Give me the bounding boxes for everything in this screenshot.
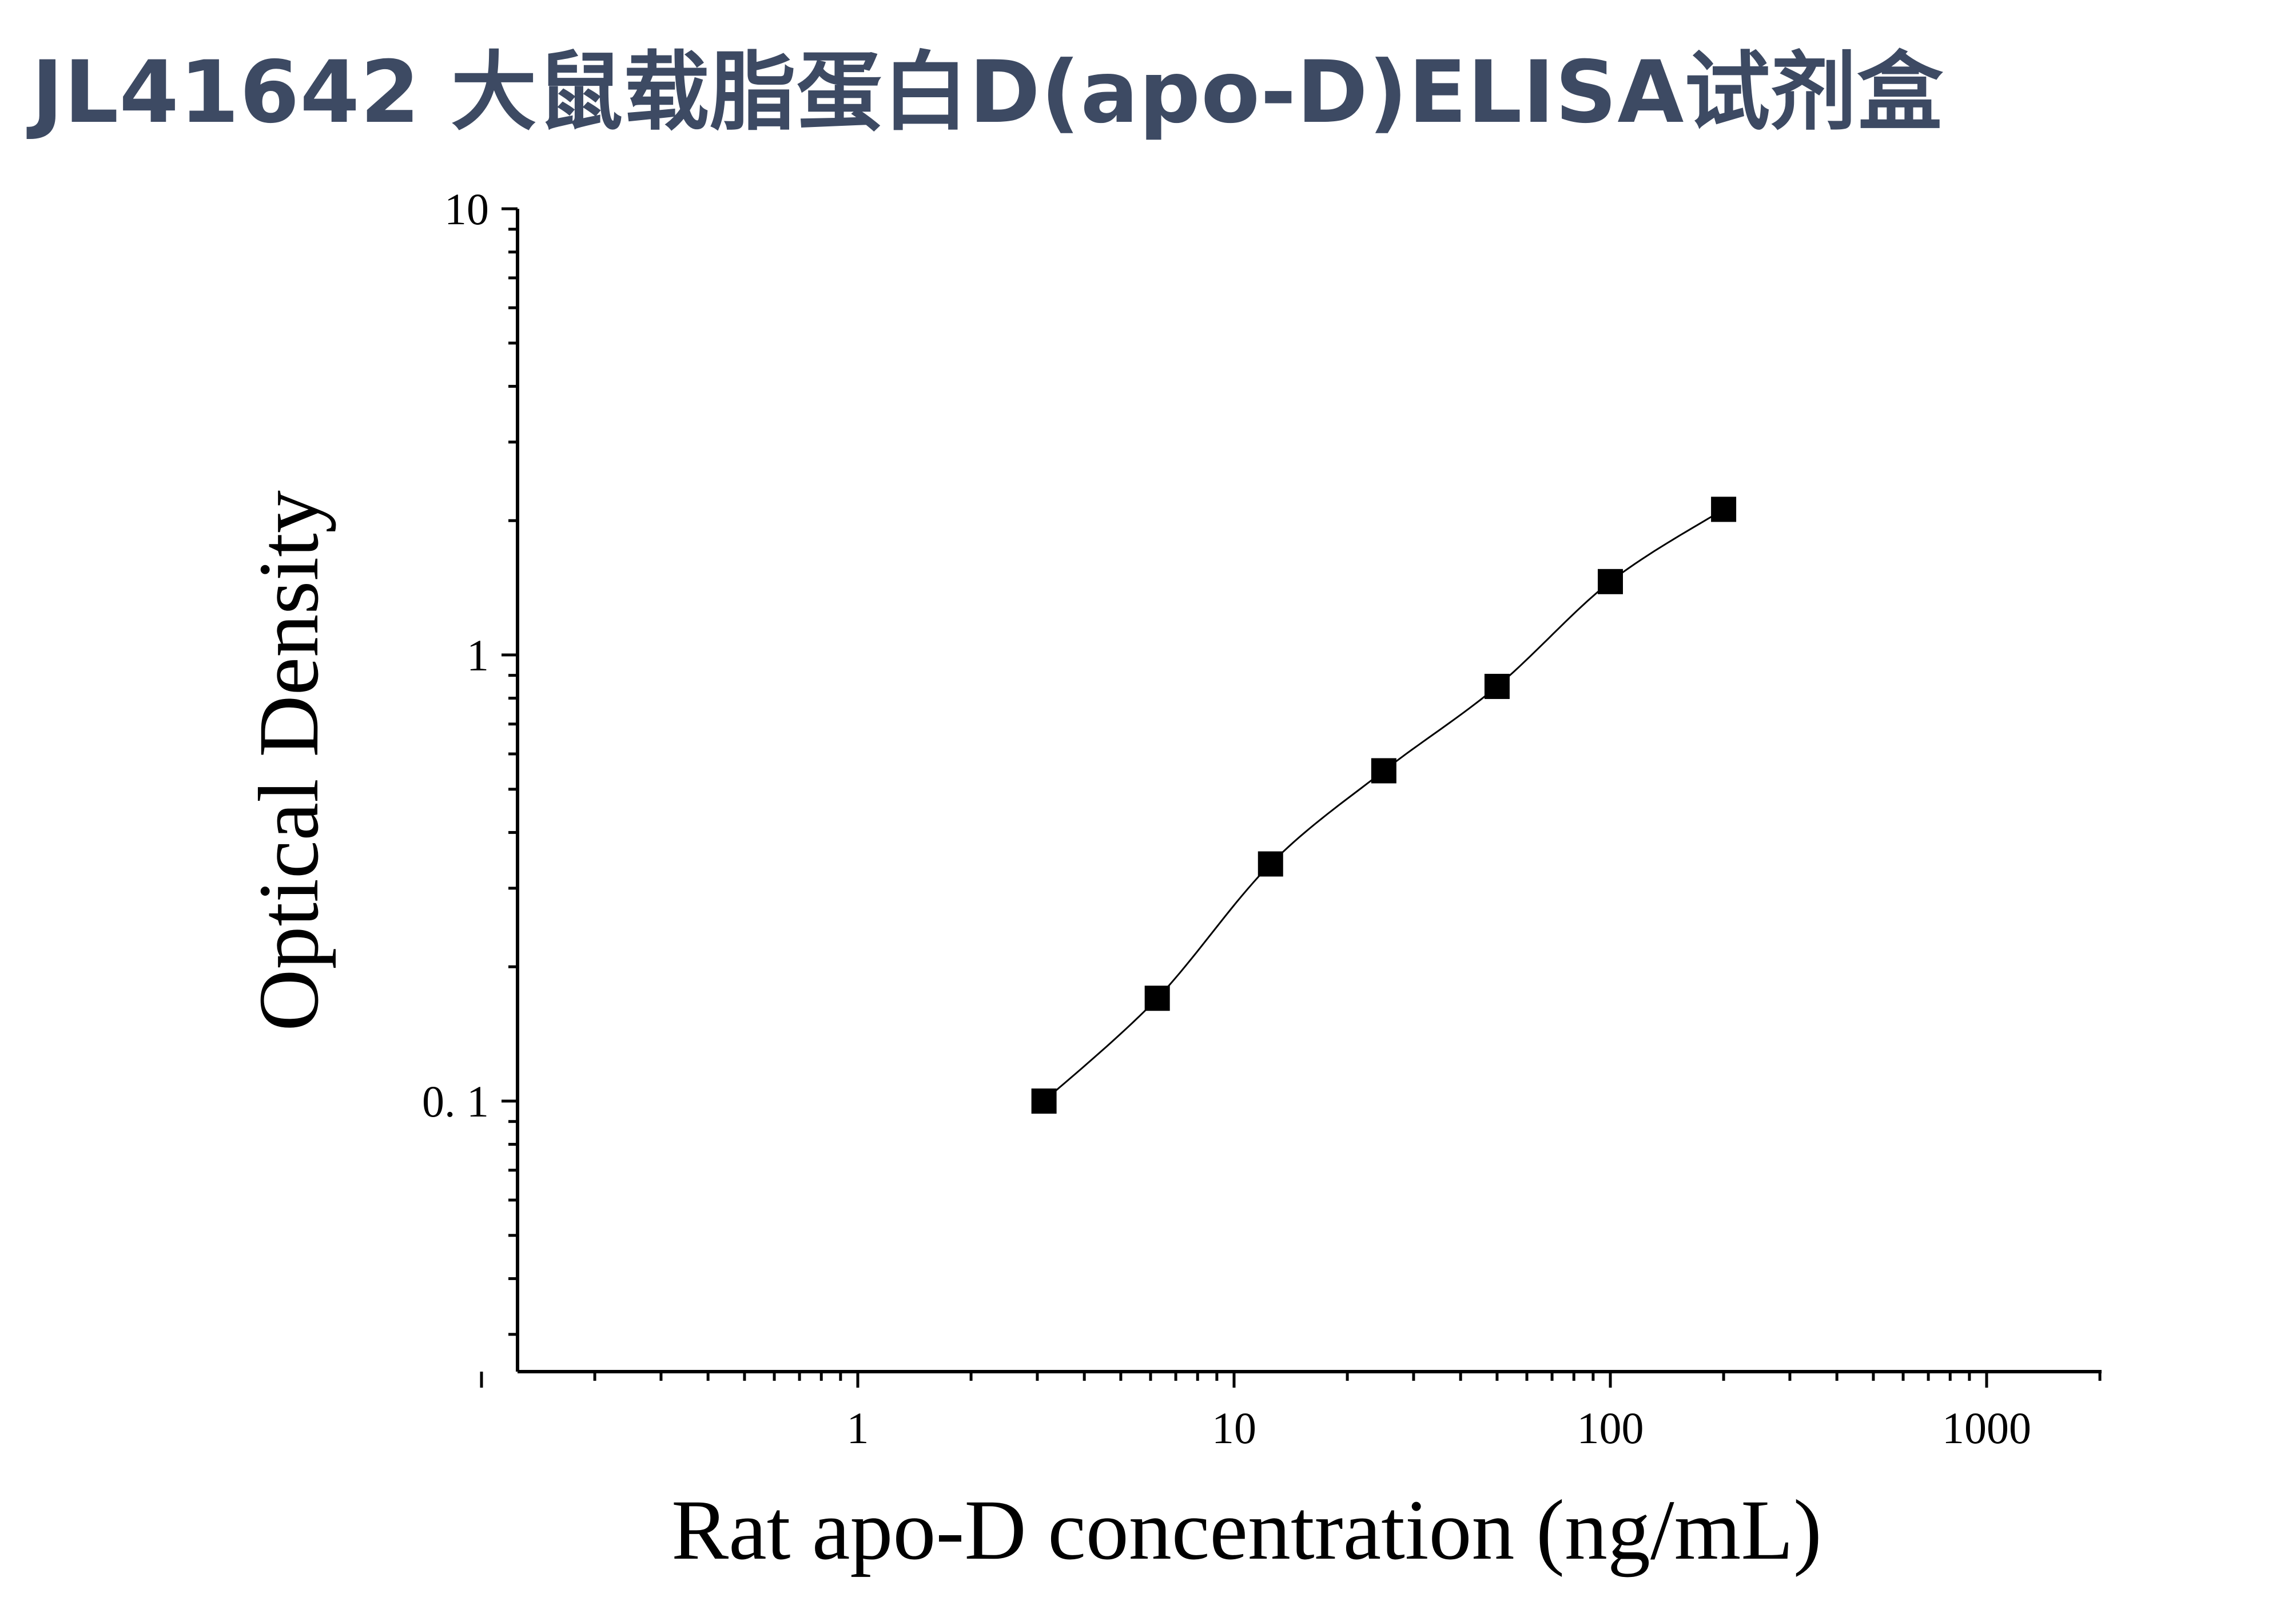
y-tick-label: 0. 1: [422, 1076, 489, 1126]
x-tick-label: 10: [1212, 1403, 1256, 1453]
x-tick-label: 1: [847, 1403, 869, 1453]
y-axis-label: Optical Density: [241, 490, 336, 1031]
x-axis-label: Rat apo-D concentration (ng/mL): [671, 1483, 1822, 1578]
y-tick-label: 10: [444, 184, 489, 234]
data-point: [1598, 569, 1623, 594]
data-point: [1144, 986, 1170, 1011]
data-point: [1031, 1088, 1057, 1114]
data-point: [1711, 496, 1737, 522]
data-points: [1031, 496, 1737, 1114]
x-tick-label: 1000: [1942, 1403, 2031, 1453]
data-point: [1258, 851, 1283, 877]
data-point: [1484, 674, 1510, 700]
axes: [516, 209, 2102, 1373]
page-title: JL41642 大鼠载脂蛋白D(apo-D)ELISA试剂盒: [31, 43, 1944, 142]
x-tick-label: 100: [1577, 1403, 1644, 1453]
fit-curve-group: [1043, 508, 1724, 1102]
data-point: [1371, 758, 1396, 784]
x-axis-ticks: 1 10 100 1000: [480, 1372, 2102, 1453]
y-tick-label: 1: [467, 630, 489, 680]
y-axis-ticks: 0. 1 1 10: [422, 184, 518, 1336]
fit-curve: [1043, 508, 1724, 1102]
